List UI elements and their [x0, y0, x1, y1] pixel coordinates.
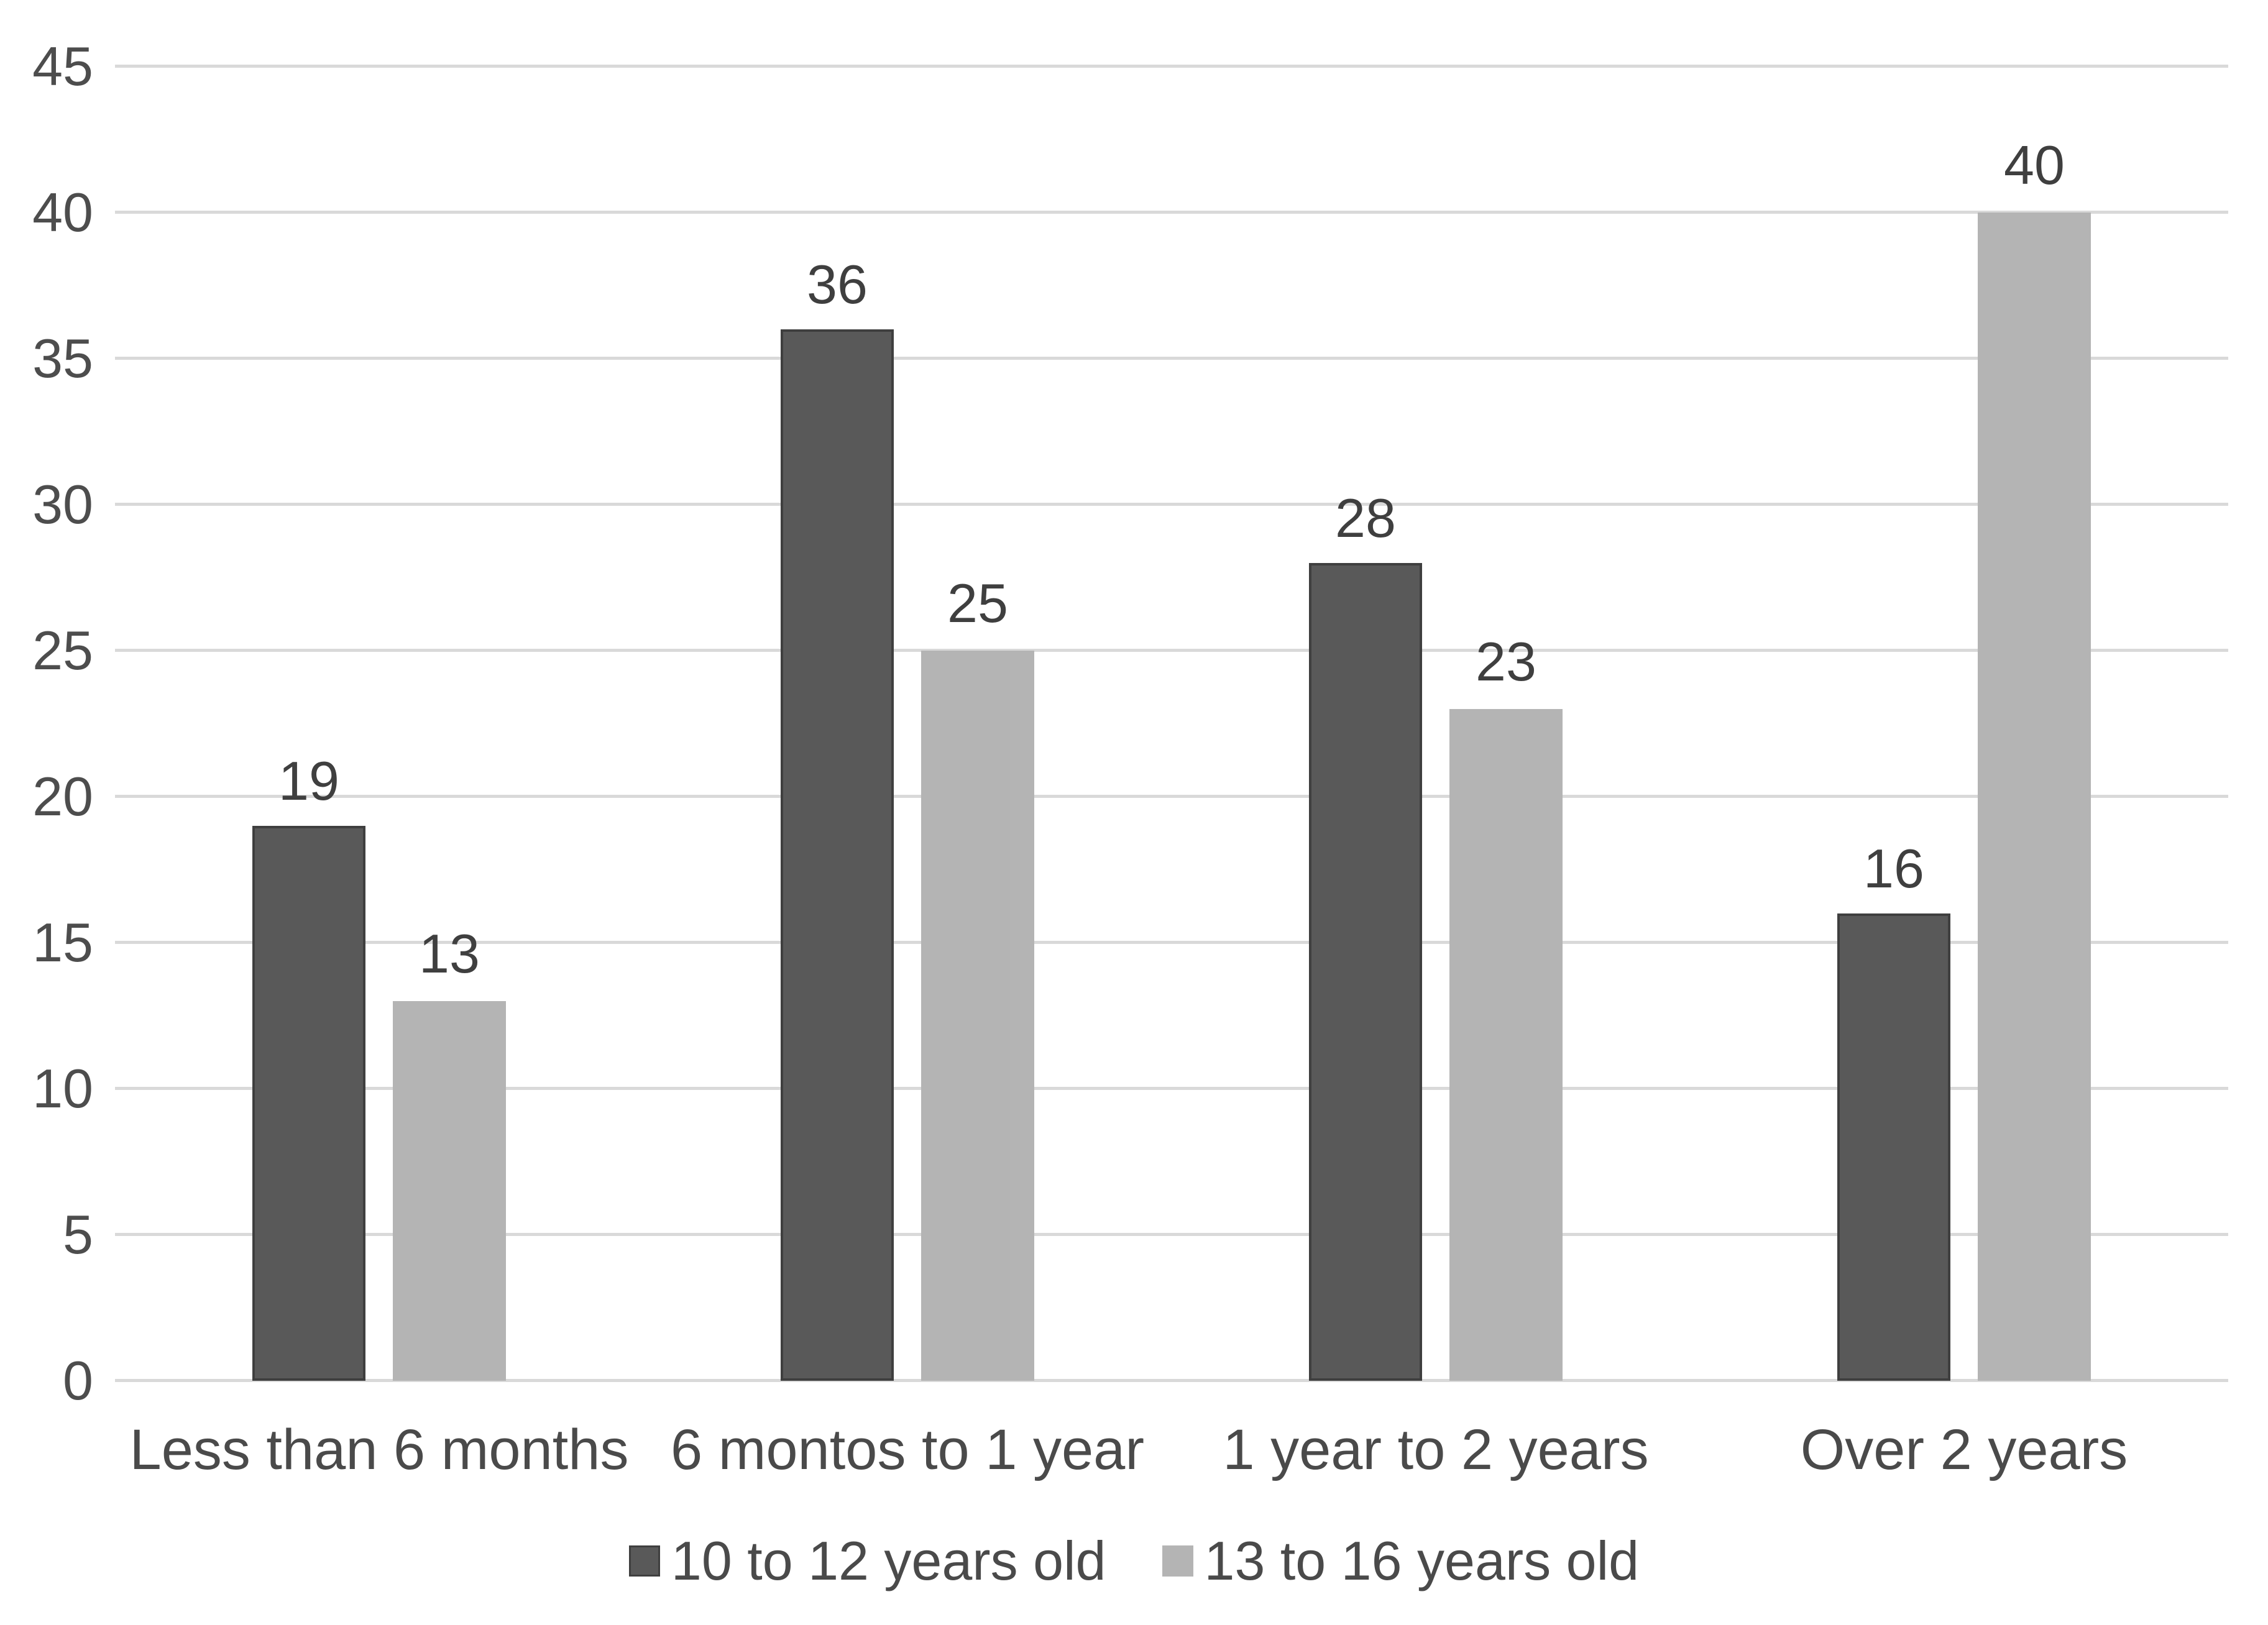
gridline-0 — [115, 1379, 2228, 1382]
gridline-20 — [115, 795, 2228, 798]
y-tick-label-40: 40 — [32, 181, 93, 243]
bar-series2-cat2: 25 — [921, 572, 1034, 1381]
bar-value-label: 13 — [419, 923, 480, 984]
bar-value-label: 23 — [1476, 631, 1536, 692]
gridline-30 — [115, 503, 2228, 506]
bar-group-4: 16 40 — [1700, 66, 2228, 1381]
bar-value-label: 28 — [1335, 487, 1396, 549]
gridline-40 — [115, 211, 2228, 214]
bar-series2-cat4: 40 — [1978, 134, 2091, 1381]
y-tick-label-45: 45 — [32, 35, 93, 97]
legend-item-1: 10 to 12 years old — [628, 1530, 1106, 1592]
gridline-25 — [115, 649, 2228, 652]
legend-item-2: 13 to 16 years old — [1162, 1530, 1640, 1592]
bar-group-3: 28 23 — [1172, 66, 1700, 1381]
bar-series1-cat2: 36 — [781, 254, 894, 1381]
y-axis: 0 5 10 15 20 25 30 35 40 45 — [0, 0, 93, 1625]
y-tick-label-30: 30 — [32, 474, 93, 535]
bar-value-label: 25 — [947, 572, 1008, 634]
bar-value-label: 40 — [2004, 134, 2065, 196]
bar-value-label: 19 — [278, 750, 339, 812]
gridline-45 — [115, 65, 2228, 68]
y-tick-label-25: 25 — [32, 620, 93, 681]
x-category-label-2: 6 montos to 1 year — [671, 1418, 1144, 1481]
bar-series1-cat1: 19 — [252, 750, 365, 1381]
bar-group-1: 19 13 — [115, 66, 643, 1381]
x-category-label-1: Less than 6 months — [129, 1418, 629, 1481]
bar-series1-cat4: 16 — [1837, 838, 1950, 1381]
bar-value-label: 16 — [1863, 838, 1924, 899]
gridline-10 — [115, 1087, 2228, 1090]
bar-value-label: 36 — [807, 254, 868, 315]
y-tick-label-20: 20 — [32, 766, 93, 827]
legend-label: 13 to 16 years old — [1204, 1530, 1640, 1591]
legend-swatch-icon — [628, 1545, 660, 1577]
plot-area: 19 13 36 25 28 23 16 40 — [115, 65, 2228, 1382]
gridline-5 — [115, 1233, 2228, 1236]
legend: 10 to 12 years old 13 to 16 years old — [0, 1530, 2268, 1592]
bar-series2-cat1: 13 — [393, 923, 506, 1381]
legend-label: 10 to 12 years old — [671, 1530, 1106, 1591]
bar-group-2: 36 25 — [643, 66, 1172, 1381]
gridline-35 — [115, 357, 2228, 360]
y-tick-label-5: 5 — [63, 1204, 93, 1265]
legend-swatch-icon — [1162, 1545, 1193, 1577]
gridline-15 — [115, 941, 2228, 944]
x-category-label-4: Over 2 years — [1800, 1418, 2128, 1481]
y-tick-label-10: 10 — [32, 1058, 93, 1119]
y-tick-label-15: 15 — [32, 912, 93, 973]
bar-series1-cat3: 28 — [1309, 487, 1422, 1381]
y-tick-label-35: 35 — [32, 327, 93, 389]
bar-series2-cat3: 23 — [1449, 631, 1563, 1381]
y-tick-label-0: 0 — [63, 1350, 93, 1411]
x-category-label-3: 1 year to 2 years — [1223, 1418, 1649, 1481]
